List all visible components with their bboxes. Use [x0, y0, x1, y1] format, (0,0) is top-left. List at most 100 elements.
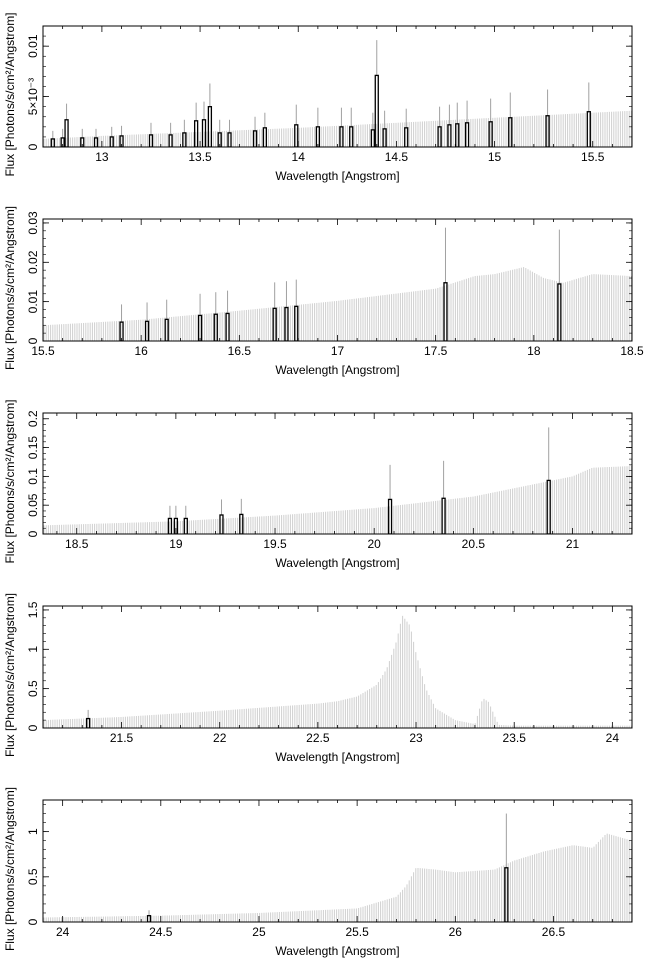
x-axis-title: Wavelength [Angstrom]	[275, 169, 399, 183]
y-axis-title: Flux [Photons/s/cm²/Angstrom]	[3, 206, 17, 370]
data-bar	[168, 134, 173, 147]
data-bar	[546, 479, 551, 534]
plot-area	[43, 427, 632, 534]
data-bar	[60, 137, 65, 147]
data-bar	[294, 124, 299, 147]
x-tick-label: 15.5	[581, 150, 605, 164]
y-tick-label: 0.15	[26, 436, 40, 460]
data-bar	[183, 517, 188, 534]
x-tick-label: 25	[252, 925, 266, 939]
x-tick-label: 16.5	[228, 344, 252, 358]
data-bar	[339, 126, 344, 147]
y-tick-label: 0	[26, 724, 40, 731]
model-series	[43, 267, 632, 341]
data-bar	[557, 283, 562, 341]
panel-3: 18.5 19 19.5 20 20.5 21 0 0.05 0.1 0.15 0.2 Wavelen…	[3, 399, 633, 570]
x-tick-label: 23	[409, 731, 423, 745]
x-tick-label: 13	[95, 150, 109, 164]
x-tick-label: 21.5	[110, 731, 134, 745]
data-bar	[173, 517, 179, 534]
data-bar	[586, 111, 591, 147]
x-tick-label: 18.5	[65, 537, 89, 551]
model-series	[43, 833, 632, 922]
x-tick-label: 20	[368, 537, 382, 551]
x-tick-label: 18	[527, 344, 541, 358]
x-tick-label: 24	[606, 731, 620, 745]
data-bar	[227, 132, 232, 147]
y-tick-label: 0.1	[26, 468, 40, 485]
y-axis-title: Flux [Photons/s/cm²/Angstrom]	[3, 12, 17, 176]
y-tick-label: 0	[26, 918, 40, 925]
panel-5: 24 24.5 25 25.5 26 26.5 0 0.5 1 Wavelength [Angst…	[3, 787, 633, 958]
data-bar	[441, 497, 446, 534]
model-series	[43, 466, 632, 534]
data-bar	[252, 130, 258, 147]
data-bar	[284, 306, 289, 341]
data-bar	[443, 282, 448, 341]
data-bar	[64, 119, 69, 147]
x-axis-title: Wavelength [Angstrom]	[275, 750, 399, 764]
data-bar	[167, 517, 173, 534]
y-tick-label: 0.02	[26, 250, 40, 274]
x-tick-label: 22.5	[306, 731, 330, 745]
data-bar	[219, 514, 224, 534]
model-series	[43, 615, 632, 728]
plot-area	[43, 40, 632, 147]
plot-area	[43, 615, 632, 728]
data-bar	[262, 127, 268, 147]
data-series	[50, 40, 591, 147]
data-bar	[349, 126, 354, 147]
x-tick-label: 18.5	[620, 344, 644, 358]
x-tick-label: 23.5	[503, 731, 527, 745]
y-tick-label: 1	[26, 646, 40, 653]
data-bar	[207, 106, 213, 147]
data-bar	[370, 129, 375, 147]
x-tick-label: 24	[56, 925, 70, 939]
data-bar	[225, 312, 230, 341]
data-bar	[193, 120, 199, 147]
data-bar	[93, 137, 99, 147]
x-tick-label: 17.5	[424, 344, 448, 358]
y-axis-title: Flux [Photons/s/cm²/Angstrom]	[3, 787, 17, 951]
x-tick-label: 26.5	[542, 925, 566, 939]
y-tick-label: 0.01	[26, 34, 40, 58]
x-tick-label: 14	[292, 150, 306, 164]
y-tick-label: 0.05	[26, 493, 40, 517]
data-bar	[146, 915, 152, 922]
data-bar	[294, 305, 299, 341]
y-tick-label: 0	[26, 337, 40, 344]
panel-4: 21.5 22 22.5 23 23.5 24 0 0.5 1 1.5 Wavelength [An…	[3, 593, 633, 764]
panel-2: 15.5 16 16.5 17 17.5 18 18.5 0 0.01 0.02 0.03 Wavel…	[3, 206, 644, 377]
data-bar	[119, 321, 124, 341]
x-tick-label: 19	[169, 537, 183, 551]
y-axis-title: Flux [Photons/s/cm²/Angstrom]	[3, 399, 17, 563]
data-bar	[119, 135, 124, 147]
model-series	[43, 110, 632, 147]
x-tick-label: 25.5	[345, 925, 369, 939]
data-bar	[464, 122, 470, 147]
data-bar	[148, 134, 154, 147]
x-tick-label: 14.5	[385, 150, 409, 164]
data-bar	[201, 119, 207, 147]
x-tick-label: 17	[331, 344, 345, 358]
x-tick-label: 19.5	[263, 537, 287, 551]
x-tick-label: 13.5	[188, 150, 212, 164]
y-tick-label: 1	[26, 828, 40, 835]
axes-frame	[42, 412, 633, 535]
y-tick-label: 0.03	[26, 211, 40, 235]
y-axis-title: Flux [Photons/s/cm²/Angstrom]	[3, 593, 17, 757]
x-axis-title: Wavelength [Angstrom]	[275, 944, 399, 958]
data-bar	[437, 126, 442, 147]
data-bar	[545, 115, 550, 147]
data-bar	[80, 137, 85, 147]
x-tick-label: 22	[213, 731, 227, 745]
data-bar	[382, 128, 387, 147]
y-tick-label: 1.5	[26, 601, 40, 618]
y-tick-label: 0.5	[26, 680, 40, 697]
data-bar	[109, 136, 114, 147]
y-tick-label: 0	[26, 143, 40, 150]
y-tick-label: 0.5	[26, 868, 40, 885]
x-tick-label: 26	[449, 925, 463, 939]
data-bar	[387, 498, 393, 534]
plot-area	[43, 227, 632, 341]
